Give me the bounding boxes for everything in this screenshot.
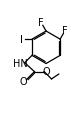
Text: O: O — [43, 66, 50, 76]
Text: I: I — [20, 35, 23, 45]
Text: HN: HN — [13, 58, 28, 68]
Text: O: O — [19, 76, 27, 86]
Text: F: F — [38, 18, 44, 28]
Text: F: F — [62, 26, 68, 36]
